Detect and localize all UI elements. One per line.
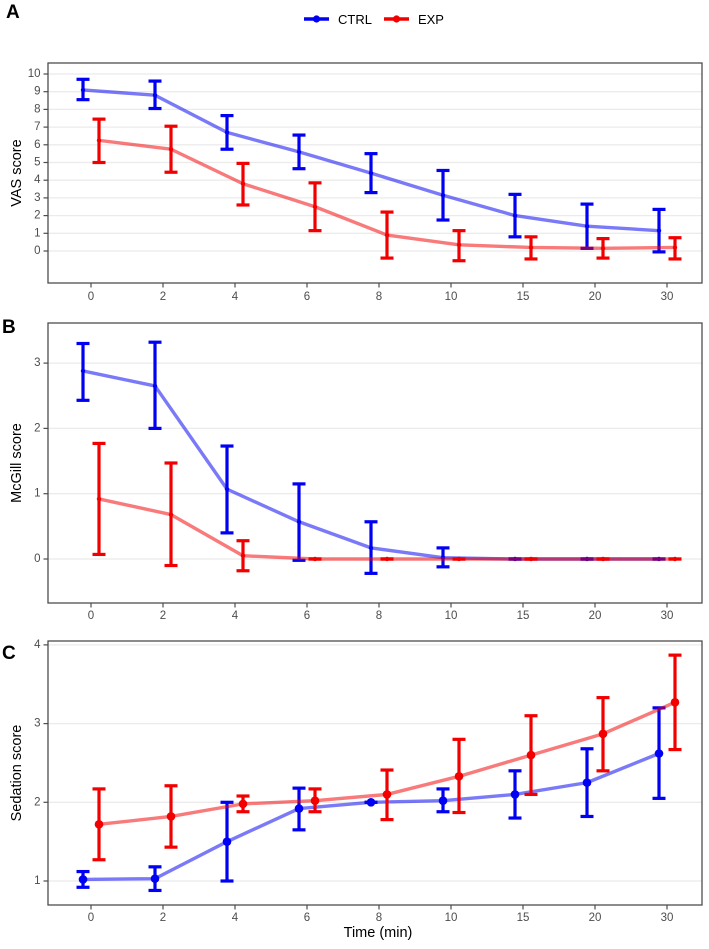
svg-text:7: 7 (34, 121, 40, 133)
svg-text:2: 2 (160, 912, 166, 924)
svg-text:6: 6 (34, 139, 40, 151)
svg-text:30: 30 (661, 610, 674, 622)
svg-text:4: 4 (232, 291, 239, 303)
svg-text:6: 6 (304, 610, 310, 622)
svg-text:1: 1 (34, 227, 40, 239)
svg-text:1: 1 (34, 875, 40, 887)
svg-text:2: 2 (34, 796, 40, 808)
legend-item-exp: EXP (383, 11, 444, 27)
y-axis-title-mcgill: McGill score (9, 423, 25, 503)
svg-text:8: 8 (376, 912, 382, 924)
svg-text:0: 0 (88, 291, 94, 303)
svg-text:0: 0 (34, 553, 40, 565)
svg-text:15: 15 (517, 610, 530, 622)
svg-text:10: 10 (445, 291, 458, 303)
x-axis-title: Time (min) (343, 925, 413, 941)
svg-text:1: 1 (34, 488, 40, 500)
legend-line-exp-icon (383, 15, 409, 23)
svg-text:4: 4 (34, 174, 41, 186)
svg-text:9: 9 (34, 86, 40, 98)
svg-text:6: 6 (304, 912, 310, 924)
legend-label-ctrl: CTRL (338, 11, 372, 27)
panel-a: 0 1 2 3 4 5 6 7 8 9 10 0 2 4 6 8 10 15 20 30 (28, 62, 703, 303)
svg-text:20: 20 (589, 291, 602, 303)
svg-text:10: 10 (445, 610, 458, 622)
svg-text:15: 15 (517, 291, 530, 303)
svg-text:2: 2 (34, 210, 40, 222)
svg-text:3: 3 (34, 192, 40, 204)
svg-text:20: 20 (589, 912, 602, 924)
svg-text:0: 0 (88, 912, 94, 924)
svg-text:0: 0 (34, 245, 40, 257)
svg-text:8: 8 (376, 610, 382, 622)
series-exp-panel-c (92, 653, 682, 862)
svg-text:6: 6 (304, 291, 310, 303)
legend: CTRL EXP (303, 11, 444, 27)
panel-c: 1 2 3 4 0 2 4 6 8 10 15 20 30 (34, 639, 703, 924)
y-axis-title-sedation: Sedation score (9, 724, 25, 822)
svg-text:10: 10 (445, 912, 458, 924)
svg-text:30: 30 (661, 912, 674, 924)
svg-text:3: 3 (34, 357, 40, 369)
svg-text:8: 8 (34, 103, 40, 115)
panel-label-c: C (2, 643, 16, 664)
svg-text:0: 0 (88, 610, 94, 622)
svg-text:5: 5 (34, 157, 40, 169)
svg-text:30: 30 (661, 291, 674, 303)
legend-label-exp: EXP (417, 11, 444, 27)
svg-text:10: 10 (28, 68, 41, 80)
svg-text:2: 2 (160, 610, 166, 622)
legend-line-ctrl-icon (304, 15, 329, 23)
y-axis-title-vas: VAS score (9, 139, 25, 207)
series-ctrl-panel-c (76, 706, 666, 893)
panel-label-b: B (2, 317, 16, 338)
series-exp-panel-a (92, 117, 682, 263)
svg-text:2: 2 (34, 422, 40, 434)
svg-text:3: 3 (34, 718, 40, 730)
svg-text:15: 15 (517, 912, 530, 924)
legend-item-ctrl: CTRL (303, 11, 372, 27)
svg-text:8: 8 (376, 291, 382, 303)
panel-label-a: A (6, 2, 20, 23)
series-ctrl-panel-a (76, 77, 666, 254)
svg-text:4: 4 (34, 639, 41, 651)
svg-text:4: 4 (232, 610, 239, 622)
series-exp-panel-b (92, 441, 682, 573)
svg-text:20: 20 (589, 610, 602, 622)
svg-text:4: 4 (232, 912, 239, 924)
svg-text:2: 2 (160, 291, 166, 303)
